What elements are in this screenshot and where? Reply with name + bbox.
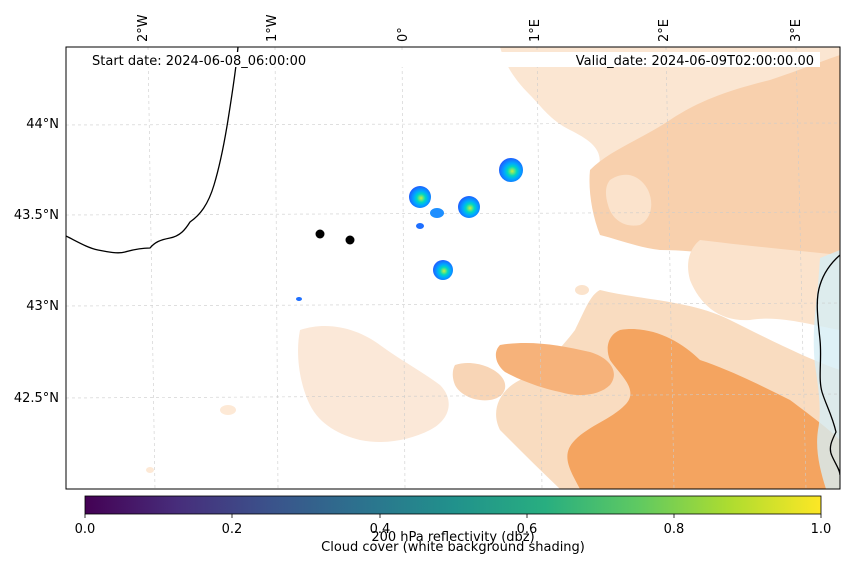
colorbar-label-cloud: Cloud cover (white background shading) bbox=[321, 540, 585, 555]
station-marker-2 bbox=[345, 235, 355, 245]
echo-cell-6 bbox=[433, 260, 453, 280]
echo-cell-5 bbox=[416, 223, 424, 229]
colorbar-tick-2: 0.4 bbox=[370, 522, 391, 537]
cloud-southeast-mid bbox=[495, 342, 614, 396]
lon-tick-1w: 1°W bbox=[265, 14, 280, 42]
lat-tick-43-5n: 43.5°N bbox=[14, 208, 59, 223]
cloud-south-mid-patches bbox=[452, 363, 506, 401]
coastline-east bbox=[816, 254, 840, 476]
echo-cell-4 bbox=[430, 208, 444, 218]
colorbar-tick-1: 0.2 bbox=[222, 522, 243, 537]
reflectivity-echoes bbox=[296, 158, 523, 301]
cloud-east-edge bbox=[605, 174, 652, 226]
colorbar-tick-5: 1.0 bbox=[811, 522, 832, 537]
colorbar-gradient bbox=[84, 495, 822, 515]
cloud-northeast-dense bbox=[589, 55, 840, 261]
lat-tick-44n: 44°N bbox=[26, 117, 59, 132]
map-panel: Start date: 2024-06-08_06:00:00 Valid_da… bbox=[66, 47, 840, 489]
coastline-west bbox=[66, 47, 239, 254]
lat-tick-labels: 44°N 43.5°N 43°N 42.5°N bbox=[14, 117, 59, 406]
lon-tick-2e: 2°E bbox=[657, 19, 672, 42]
graticule bbox=[66, 47, 840, 489]
echo-cell-7 bbox=[296, 297, 302, 301]
echo-cell-1 bbox=[499, 158, 523, 182]
cloud-speck-3 bbox=[220, 405, 236, 415]
cloud-speck-4 bbox=[146, 467, 154, 473]
lat-tick-42-5n: 42.5°N bbox=[14, 391, 59, 406]
lat-tick-43n: 43°N bbox=[26, 299, 59, 314]
cloud-cover-shading bbox=[146, 47, 840, 489]
map-frame bbox=[65, 46, 841, 490]
date-banner bbox=[74, 52, 820, 67]
valid-date-label: Valid_date: 2024-06-09T02:00:00.00 bbox=[576, 54, 814, 69]
cloud-speck-5 bbox=[575, 285, 589, 295]
colorbar-tick-3: 0.6 bbox=[517, 522, 538, 537]
start-date-label: Start date: 2024-06-08_06:00:00 bbox=[92, 54, 306, 69]
colorbar-tick-0: 0.0 bbox=[75, 522, 96, 537]
cloud-speck-2 bbox=[385, 388, 405, 402]
lon-tick-1e: 1°E bbox=[528, 19, 543, 42]
echo-cell-3 bbox=[409, 186, 431, 208]
cloud-south-center bbox=[298, 325, 449, 442]
cloud-southeast-dense bbox=[567, 329, 840, 489]
cloud-speck-1 bbox=[328, 357, 352, 373]
lon-tick-0: 0° bbox=[396, 27, 411, 42]
lon-tick-2w: 2°W bbox=[136, 14, 151, 42]
station-marker-1 bbox=[315, 229, 325, 239]
echo-cell-2 bbox=[458, 196, 480, 218]
colorbar: 0.0 0.2 0.4 0.6 0.8 1.0 200 hPa reflecti… bbox=[75, 495, 832, 555]
lon-tick-3e: 3°E bbox=[789, 19, 804, 42]
colorbar-label-reflectivity: 200 hPa reflectivity (dbz) bbox=[371, 530, 534, 545]
colorbar-tick-4: 0.8 bbox=[664, 522, 685, 537]
sea-tint-east bbox=[813, 250, 840, 489]
lon-tick-labels: 2°W 1°W 0° 1°E 2°E 3°E bbox=[136, 14, 804, 42]
